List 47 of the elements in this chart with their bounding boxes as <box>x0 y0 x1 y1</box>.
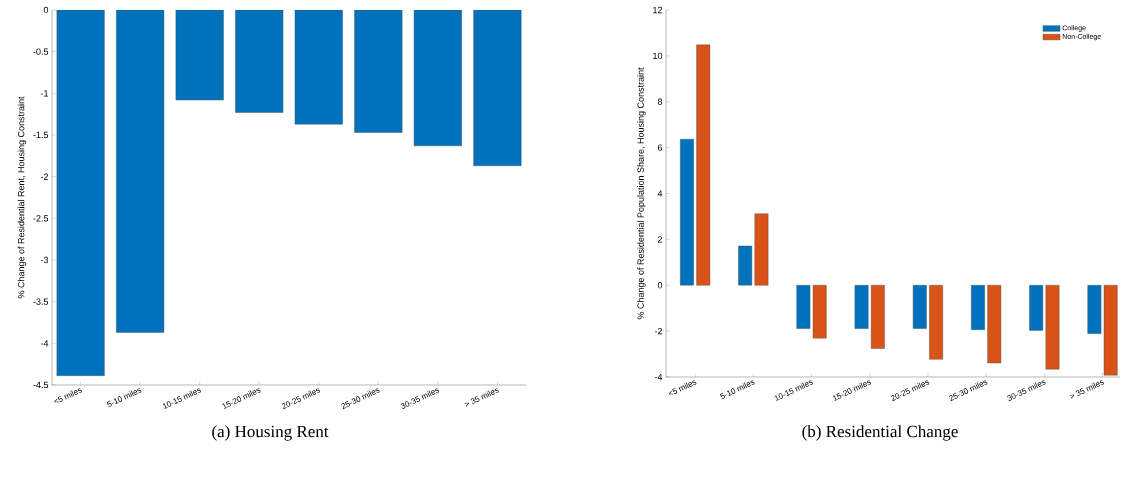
y-tick-label: -4.5 <box>33 381 49 389</box>
y-tick-label: 2 <box>657 236 663 243</box>
y-tick-label: -2 <box>40 173 49 180</box>
bar <box>912 285 927 329</box>
y-tick-label: 0 <box>657 282 663 289</box>
x-tick-label: 15-20 miles <box>832 380 871 402</box>
x-tick-label: <5 miles <box>54 388 82 403</box>
x-tick-label: 15-20 miles <box>222 388 261 410</box>
x-tick-label: 10-15 miles <box>774 380 813 402</box>
x-tick-label: 20-25 miles <box>281 388 321 410</box>
bar <box>854 285 869 329</box>
bar <box>696 44 711 286</box>
bar <box>929 285 943 360</box>
x-tick-label: > 35 miles <box>1069 380 1104 399</box>
x-tick-label: 25-30 miles <box>949 380 988 402</box>
x-tick-label: 5-10 miles <box>720 380 755 399</box>
bar <box>971 285 985 330</box>
x-tick-label: <5 miles <box>668 380 697 395</box>
x-tick-label: 30-35 miles <box>400 388 440 409</box>
y-tick-label: -0.5 <box>33 48 49 55</box>
y-tick-label: 12 <box>653 6 663 14</box>
y-tick-label: 8 <box>657 98 663 105</box>
bar <box>987 285 1002 364</box>
y-tick-label: 6 <box>657 144 663 151</box>
y-tick-label: -4 <box>40 340 49 347</box>
y-tick-label: 0 <box>43 6 49 14</box>
x-tick-label: > 35 miles <box>464 388 499 407</box>
y-tick-label: -4 <box>654 373 663 381</box>
y-axis-title: % Change of Residential Rent, Housing Constraint <box>17 96 27 299</box>
x-tick-label: 30-35 miles <box>1007 380 1046 401</box>
x-tick-label: 25-30 miles <box>341 388 380 410</box>
y-axis-title: % Change of Residential Population Share, Housing Constraint <box>637 67 646 320</box>
x-tick-label: 10-15 miles <box>162 388 201 410</box>
y-tick-label: -3 <box>40 256 49 264</box>
y-tick-label: -2.5 <box>33 215 49 222</box>
y-tick-label: 10 <box>653 52 663 60</box>
text: (b) Residential Change <box>802 425 958 441</box>
bar <box>870 285 885 349</box>
text: (a) Housing Rent <box>212 425 329 441</box>
x-tick-label: 20-25 miles <box>890 380 930 402</box>
y-tick-label: -3.5 <box>33 298 49 305</box>
y-tick-label: -1 <box>40 90 49 97</box>
y-tick-label: -1.5 <box>33 131 49 139</box>
bar <box>680 138 694 286</box>
x-tick-label: 5-10 miles <box>106 388 142 407</box>
y-tick-label: -2 <box>654 327 663 335</box>
y-tick-label: 4 <box>657 190 663 197</box>
